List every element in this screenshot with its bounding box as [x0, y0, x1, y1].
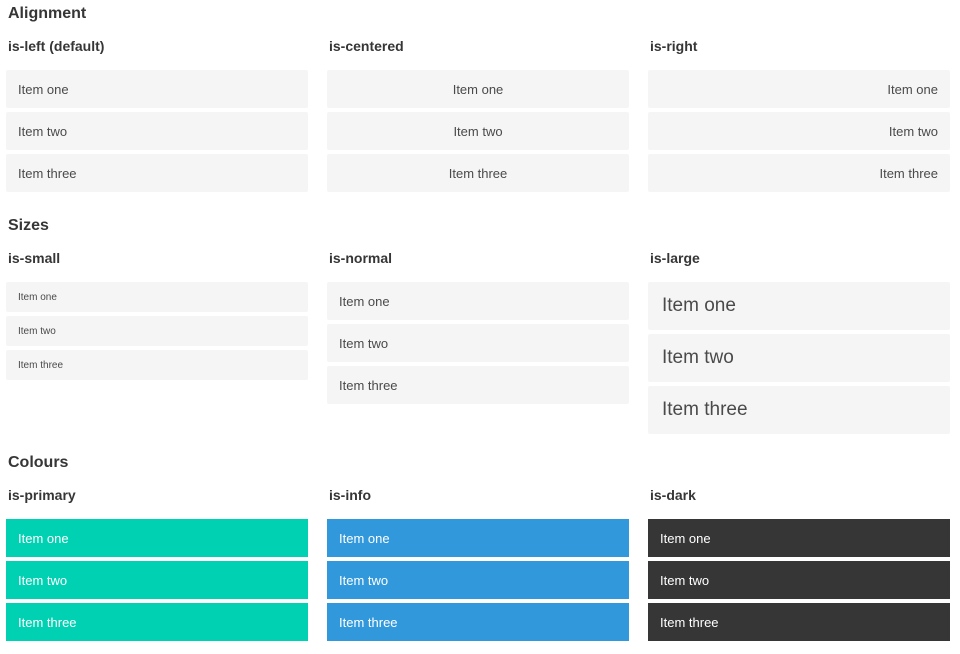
list-is-left: Item one Item two Item three: [6, 70, 308, 192]
list-item[interactable]: Item one: [6, 519, 308, 557]
column-is-large: is-large Item one Item two Item three: [648, 250, 950, 434]
list-item[interactable]: Item two: [6, 316, 308, 346]
column-heading-is-centered: is-centered: [329, 38, 404, 54]
list-item[interactable]: Item one: [648, 519, 950, 557]
list-is-primary: Item one Item two Item three: [6, 519, 308, 641]
column-heading-is-large: is-large: [650, 250, 700, 266]
list-item[interactable]: Item one: [6, 70, 308, 108]
section-title-alignment: Alignment: [8, 5, 87, 22]
list-item[interactable]: Item one: [648, 70, 950, 108]
column-is-primary: is-primary Item one Item two Item three: [6, 487, 308, 641]
list-item[interactable]: Item three: [327, 603, 629, 641]
colours-grid: is-primary Item one Item two Item three …: [6, 487, 950, 641]
list-is-info: Item one Item two Item three: [327, 519, 629, 641]
column-is-centered: is-centered Item one Item two Item three: [327, 38, 629, 192]
column-is-right: is-right Item one Item two Item three: [648, 38, 950, 192]
column-heading-is-right: is-right: [650, 38, 698, 54]
list-item[interactable]: Item two: [327, 561, 629, 599]
list-item[interactable]: Item one: [327, 282, 629, 320]
sizes-grid: is-small Item one Item two Item three is…: [6, 250, 950, 434]
colours-section: Colours is-primary Item one Item two Ite…: [6, 453, 950, 641]
list-item[interactable]: Item one: [327, 70, 629, 108]
column-is-small: is-small Item one Item two Item three: [6, 250, 308, 380]
list-item[interactable]: Item three: [327, 154, 629, 192]
list-item[interactable]: Item three: [648, 386, 950, 434]
list-item[interactable]: Item two: [327, 324, 629, 362]
section-title-sizes: Sizes: [8, 217, 49, 234]
list-item[interactable]: Item two: [6, 112, 308, 150]
list-is-small: Item one Item two Item three: [6, 282, 308, 380]
sizes-section: Sizes is-small Item one Item two Item th…: [6, 216, 950, 434]
list-item[interactable]: Item three: [6, 350, 308, 380]
list-item[interactable]: Item two: [648, 561, 950, 599]
column-heading-is-small: is-small: [8, 250, 61, 266]
list-is-centered: Item one Item two Item three: [327, 70, 629, 192]
column-is-dark: is-dark Item one Item two Item three: [648, 487, 950, 641]
alignment-grid: is-left (default) Item one Item two Item…: [6, 38, 950, 192]
list-item[interactable]: Item one: [6, 282, 308, 312]
list-is-normal: Item one Item two Item three: [327, 282, 629, 404]
column-is-info: is-info Item one Item two Item three: [327, 487, 629, 641]
list-is-dark: Item one Item two Item three: [648, 519, 950, 641]
list-item[interactable]: Item two: [6, 561, 308, 599]
list-item[interactable]: Item one: [327, 519, 629, 557]
list-item[interactable]: Item three: [6, 603, 308, 641]
column-is-normal: is-normal Item one Item two Item three: [327, 250, 629, 404]
column-heading-is-dark: is-dark: [650, 487, 696, 503]
list-item[interactable]: Item three: [648, 154, 950, 192]
section-title-colours: Colours: [8, 454, 69, 471]
column-heading-is-primary: is-primary: [8, 487, 76, 503]
column-is-left: is-left (default) Item one Item two Item…: [6, 38, 308, 192]
list-is-right: Item one Item two Item three: [648, 70, 950, 192]
list-item[interactable]: Item two: [648, 112, 950, 150]
column-heading-is-info: is-info: [329, 487, 371, 503]
list-item[interactable]: Item three: [648, 603, 950, 641]
column-heading-is-left: is-left (default): [8, 38, 105, 54]
list-item[interactable]: Item three: [6, 154, 308, 192]
list-item[interactable]: Item three: [327, 366, 629, 404]
list-item[interactable]: Item two: [327, 112, 629, 150]
column-heading-is-normal: is-normal: [329, 250, 393, 266]
list-is-large: Item one Item two Item three: [648, 282, 950, 434]
alignment-section: Alignment is-left (default) Item one Ite…: [6, 4, 950, 192]
list-item[interactable]: Item one: [648, 282, 950, 330]
list-item[interactable]: Item two: [648, 334, 950, 382]
